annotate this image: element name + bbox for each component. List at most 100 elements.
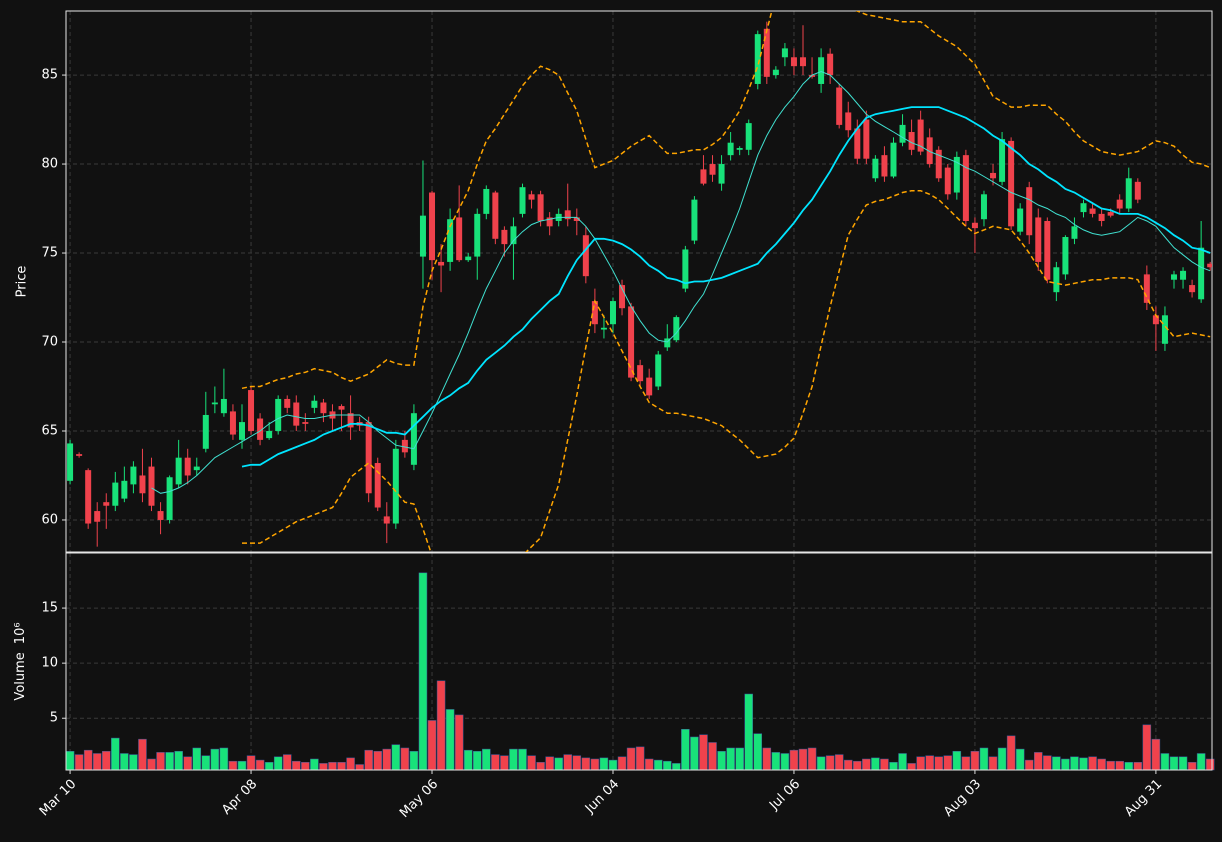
y-tick-label: 60 [41,512,58,527]
candle-body [121,480,128,499]
candle-body [863,119,870,159]
volume-bar [563,754,572,771]
volume-bar [690,736,699,771]
candle-body [1143,274,1150,303]
volume-bar [301,762,310,771]
candle-body [166,477,173,520]
candle-body [211,402,218,405]
y-tick-label: 65 [41,423,58,438]
panel: 5 10 15 Volume 10⁶ [13,552,1215,771]
volume-bar [889,762,898,771]
candle-body [664,338,671,348]
volume-bar [1160,753,1170,771]
volume-bar [364,749,373,771]
y-tick-label: 15 [41,601,58,616]
candle-body [962,155,969,221]
volume-bar [626,747,636,771]
volume-bar [74,754,84,771]
candle-body [1035,217,1042,262]
candle-body [646,377,653,396]
indicator-line [241,11,1211,390]
candle-body [338,406,345,410]
candle-body [908,132,915,150]
volume-bar [807,747,817,771]
candle-body [365,422,372,494]
volume-bar [708,742,717,771]
volume-bar [373,751,382,771]
volume-bar [83,749,93,771]
candle-body [1107,212,1114,216]
volume-bar [753,733,763,771]
volume-bar [165,752,174,771]
candle-body [1044,220,1051,280]
candle-body [1134,181,1141,200]
candle-body [275,398,282,431]
candle-body [103,502,110,506]
volume-bar [246,755,256,771]
volume-bar [355,764,364,771]
candle-body [935,149,942,179]
volume-bar [599,757,609,771]
candle-body [818,57,825,84]
candle-body [628,306,635,378]
volume-bar [780,753,790,771]
candle-body [980,194,987,220]
candle-body [311,400,318,408]
volume-bar [328,762,337,771]
candle-body [691,199,698,241]
volume-bar [264,762,274,771]
volume-bar [427,720,437,771]
candle-body [1026,187,1033,236]
candle-body [1152,315,1159,325]
candle-body [772,69,779,76]
candle-body [673,317,680,341]
candle-body [456,217,463,261]
volume-bar [1106,760,1115,771]
candle-body [76,454,83,456]
volume-bar [129,754,138,771]
candle-body [709,164,716,175]
volume-bar [1169,756,1179,771]
y-tick-label: 70 [41,335,58,350]
volume-bar [346,757,355,771]
volume-bar [961,756,971,771]
candle-body [112,482,119,506]
y-axis-offset: 10⁶ [13,622,28,644]
axes-frame [65,552,1213,771]
volume-bar [843,759,853,771]
candle-body [836,87,843,125]
volume-bar [219,747,229,771]
volume-bar [871,757,880,771]
candle-body [474,213,481,257]
candle-body [193,466,200,471]
candle-body [1017,208,1024,232]
candle-body [1180,270,1187,280]
volume-bar [1070,756,1079,771]
volume-bar [536,762,545,771]
candle-body [528,194,535,200]
candle-body [229,411,236,435]
candle-body [266,430,273,439]
candle-body [682,249,689,289]
volume-bar [445,709,455,771]
volume-bar [473,751,482,771]
candle-body [157,511,164,520]
candle-body [1062,237,1069,275]
volume-bar [156,752,165,771]
volume-bar [644,758,654,771]
volume-bar [979,747,989,771]
volume-bar [735,747,744,771]
volume-bar [102,751,111,771]
volume-bar [970,751,980,771]
volume-bar [898,753,907,771]
volume-bar [273,756,283,771]
candle-body [718,164,725,184]
volume-bar [635,746,645,771]
candle-body [401,439,408,453]
volume-bar [1024,759,1034,771]
candles [67,11,1212,552]
volume-bar [997,747,1007,771]
candle-body [392,448,399,524]
candle-body [501,229,508,245]
